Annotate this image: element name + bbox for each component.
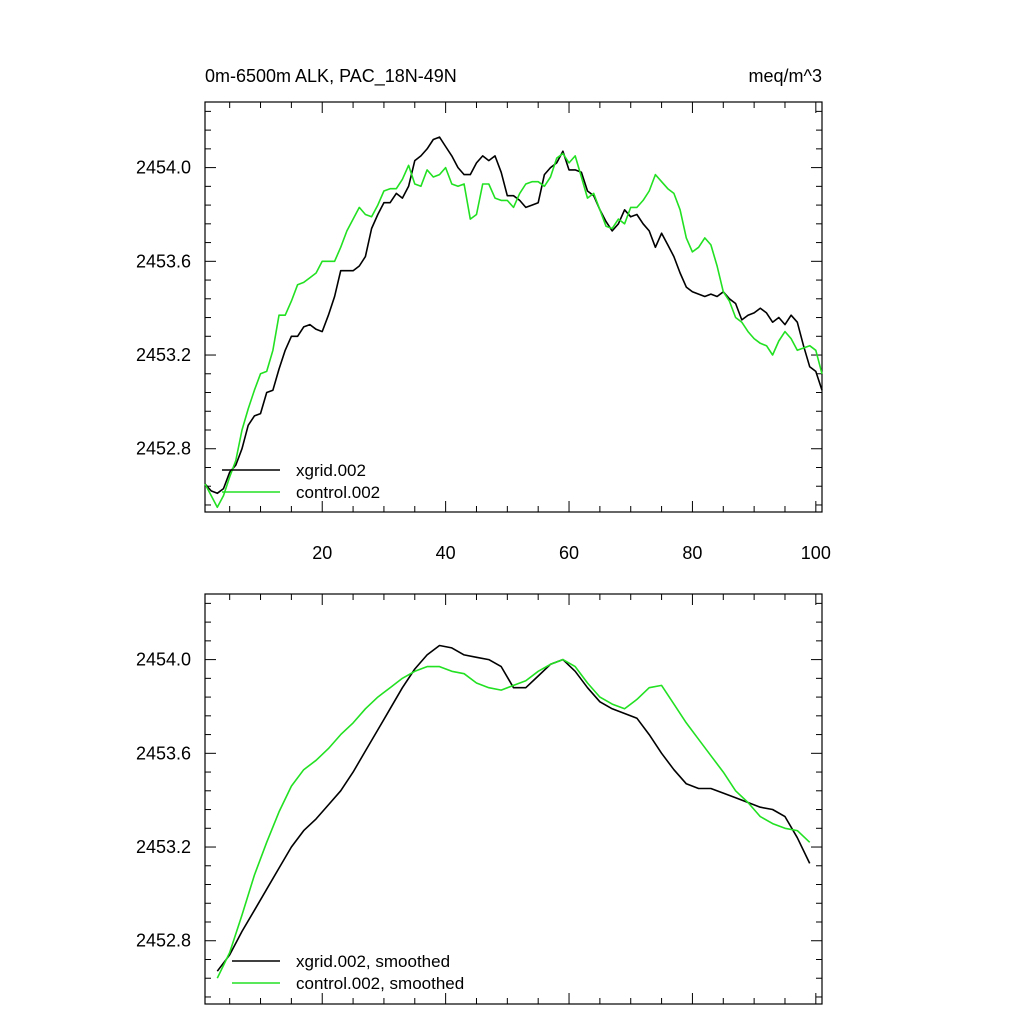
series-line-control-002-smoothed bbox=[216, 658, 811, 979]
plot-frame-bottom bbox=[204, 593, 823, 1005]
y-tick-label: 2454.0 bbox=[136, 650, 191, 670]
chart-title-left: 0m-6500m ALK, PAC_18N-49N bbox=[205, 66, 457, 87]
y-tick-label: 2453.6 bbox=[136, 743, 191, 763]
x-tick-label: 40 bbox=[436, 543, 456, 563]
x-tick-label: 20 bbox=[312, 543, 332, 563]
bottom-panel: 2452.8 2453.2 2453.6 2454.0 xgrid.002, s… bbox=[136, 593, 823, 1005]
axis-ticks-top bbox=[205, 102, 822, 512]
series-line-control-002 bbox=[204, 152, 823, 509]
y-tick-label: 2454.0 bbox=[136, 158, 191, 178]
series-line-xgrid-002 bbox=[204, 136, 823, 495]
top-panel: 0m-6500m ALK, PAC_18N-49N meq/m^3 2452.8… bbox=[136, 66, 831, 563]
series-line-xgrid-002-smoothed bbox=[216, 644, 811, 972]
y-tick-label: 2452.8 bbox=[136, 931, 191, 951]
legend-top: xgrid.002 control.002 bbox=[222, 461, 380, 502]
y-tick-label: 2453.2 bbox=[136, 837, 191, 857]
series-group-bottom bbox=[216, 644, 811, 979]
y-tick-label: 2453.6 bbox=[136, 251, 191, 271]
x-tick-label: 80 bbox=[682, 543, 702, 563]
axis-ticks-bottom bbox=[205, 594, 822, 1004]
x-tick-label: 60 bbox=[559, 543, 579, 563]
legend-label-xgrid: xgrid.002 bbox=[296, 461, 366, 480]
legend-label-control: control.002 bbox=[296, 483, 380, 502]
series-group-top bbox=[204, 136, 823, 509]
legend-label-xgrid-smoothed: xgrid.002, smoothed bbox=[296, 952, 450, 971]
plot-frame-top bbox=[204, 101, 823, 513]
y-tick-label: 2452.8 bbox=[136, 439, 191, 459]
legend-bottom: xgrid.002, smoothed control.002, smoothe… bbox=[232, 952, 464, 993]
y-tick-label: 2453.2 bbox=[136, 345, 191, 365]
x-tick-label: 100 bbox=[801, 543, 831, 563]
legend-label-control-smoothed: control.002, smoothed bbox=[296, 974, 464, 993]
chart-title-units: meq/m^3 bbox=[749, 66, 822, 86]
